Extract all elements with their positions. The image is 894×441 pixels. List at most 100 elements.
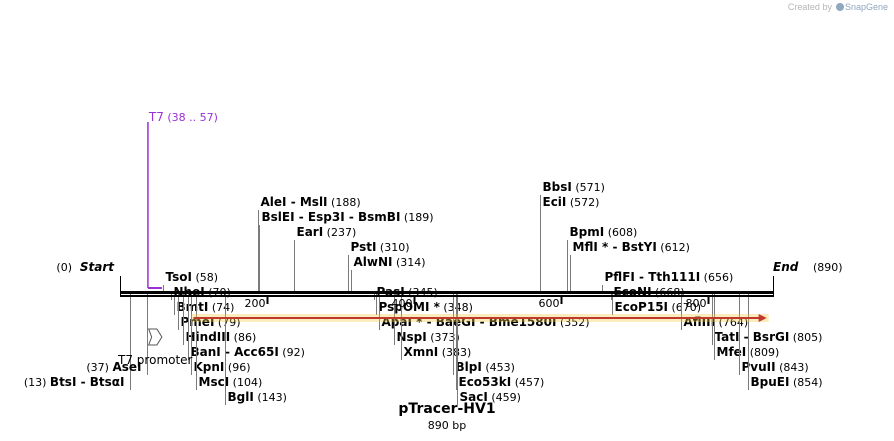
enzyme-site-pflfi[interactable]: PflFI - Tth111I (656)	[602, 270, 734, 291]
enzyme-label[interactable]: AlwNI (314)	[354, 255, 426, 269]
enzyme-label[interactable]: (37) AseI	[86, 360, 141, 374]
enzyme-label[interactable]: BslEI - Esp3I - BsmBI (189)	[262, 210, 434, 224]
enzyme-position: (612)	[657, 241, 690, 254]
enzyme-label[interactable]: BglI (143)	[228, 390, 287, 404]
enzyme-position: (457)	[511, 376, 544, 389]
enzyme-site-eco53ki[interactable]: Eco53kI (457)	[456, 291, 545, 390]
enzyme-position: (459)	[488, 391, 521, 404]
enzyme-position: (13)	[24, 376, 50, 389]
primer-range: (38 .. 57)	[164, 111, 218, 124]
enzyme-site-bpmi[interactable]: BpmI (608)	[567, 225, 638, 291]
enzyme-site-msci[interactable]: MscI (104)	[196, 291, 263, 390]
start-position: (0)	[56, 261, 72, 274]
enzyme-position: (104)	[229, 376, 262, 389]
enzyme-name: EarI	[297, 225, 324, 239]
enzyme-label[interactable]: TatI - BsrGI (805)	[715, 330, 823, 344]
enzyme-position: (805)	[789, 331, 822, 344]
enzyme-position: (37)	[86, 361, 112, 374]
primer-t7[interactable]: T7 (38 .. 57)	[147, 110, 218, 289]
enzyme-site-bslei[interactable]: BslEI - Esp3I - BsmBI (189)	[259, 210, 434, 291]
enzyme-label[interactable]: MscI (104)	[199, 375, 263, 389]
end-position: (890)	[813, 261, 843, 274]
enzyme-label[interactable]: EciI (572)	[543, 195, 600, 209]
primer-label[interactable]: T7 (38 .. 57)	[148, 110, 218, 124]
enzyme-label[interactable]: BpmI (608)	[570, 225, 638, 239]
enzyme-site-tati[interactable]: TatI - BsrGI (805)	[712, 291, 823, 345]
enzyme-site-pvuii[interactable]: PvuII (843)	[739, 291, 809, 375]
enzyme-label[interactable]: BbsI (571)	[543, 180, 605, 194]
enzyme-position: (453)	[482, 361, 515, 374]
enzyme-label[interactable]: BpuEI (854)	[751, 375, 823, 389]
enzyme-name: MflI *	[573, 240, 609, 254]
enzyme-label[interactable]: PflFI - Tth111I (656)	[605, 270, 734, 284]
enzyme-position: (58)	[192, 271, 218, 284]
enzyme-label[interactable]: PstI (310)	[351, 240, 410, 254]
enzyme-label[interactable]: NspI (373)	[397, 330, 460, 344]
map-length: 890 bp	[427, 419, 467, 432]
promoter-label: T7 promoter	[117, 353, 193, 367]
enzyme-separator: -	[76, 375, 89, 389]
enzyme-name: TsoI	[166, 270, 192, 284]
enzyme-site-asei[interactable]: (37) AseI	[86, 291, 148, 375]
enzyme-label[interactable]: EarI (237)	[297, 225, 357, 239]
enzyme-position: (373)	[427, 331, 460, 344]
enzyme-separator: -	[221, 345, 234, 359]
enzyme-position: (608)	[604, 226, 637, 239]
scale-tick-label-400: 400	[392, 297, 413, 310]
enzyme-label[interactable]: KpnI (96)	[194, 360, 251, 374]
enzyme-site-saci[interactable]: SacI (459)	[457, 291, 521, 405]
enzyme-site-alwni[interactable]: AlwNI (314)	[351, 255, 426, 291]
enzyme-label[interactable]: SacI (459)	[460, 390, 521, 404]
enzyme-name: BlpI	[456, 360, 482, 374]
orf-arrow[interactable]	[191, 314, 769, 322]
enzyme-site-bani[interactable]: BanI - Acc65I (92)	[188, 291, 305, 360]
enzyme-site-psti[interactable]: PstI (310)	[348, 240, 410, 291]
enzyme-name: MslI	[300, 195, 328, 209]
enzyme-site-xmni[interactable]: XmnI (383)	[401, 291, 472, 360]
enzyme-site-bgli[interactable]: BglI (143)	[225, 291, 287, 405]
end-label: End	[773, 260, 799, 274]
enzyme-name: BsrGI	[753, 330, 790, 344]
enzyme-name: AlwNI	[354, 255, 393, 269]
enzyme-label[interactable]: BlpI (453)	[456, 360, 515, 374]
enzyme-label[interactable]: PvuII (843)	[742, 360, 809, 374]
enzyme-site-bpuei[interactable]: BpuEI (854)	[748, 291, 823, 390]
dna-backbone	[120, 276, 774, 297]
enzyme-position: (86)	[230, 331, 256, 344]
feature-t7-promoter[interactable]: T7 promoter	[117, 328, 193, 367]
backbone-strand-bottom	[120, 295, 774, 297]
enzyme-name: BpmI	[570, 225, 605, 239]
enzyme-name: BstYI	[622, 240, 657, 254]
enzyme-position: (854)	[789, 376, 822, 389]
enzyme-site-ecii[interactable]: EciI (572)	[540, 195, 600, 291]
enzyme-label[interactable]: BmtI (74)	[177, 300, 235, 314]
enzyme-position: (237)	[323, 226, 356, 239]
enzyme-site-blpi[interactable]: BlpI (453)	[453, 291, 515, 375]
enzyme-name: BsmBI	[358, 210, 400, 224]
enzyme-label[interactable]: TsoI (58)	[166, 270, 219, 284]
enzyme-label[interactable]: XmnI (383)	[404, 345, 472, 359]
enzyme-separator: -	[287, 195, 300, 209]
enzyme-label[interactable]: MflI * - BstYI (612)	[573, 240, 690, 254]
enzyme-site-kpni[interactable]: KpnI (96)	[191, 291, 251, 375]
enzyme-label[interactable]: (13) BtsI - BtsαI	[24, 375, 125, 389]
enzyme-site-mfei[interactable]: MfeI (809)	[714, 291, 780, 360]
enzyme-separator: -	[345, 210, 358, 224]
enzyme-position: (809)	[746, 346, 779, 359]
enzyme-name: BmtI	[177, 300, 209, 314]
enzyme-label[interactable]: AleI - MslI (188)	[261, 195, 361, 209]
enzyme-label[interactable]: MfeI (809)	[717, 345, 780, 359]
enzyme-site-ecop15i[interactable]: EcoP15I (670)	[612, 291, 702, 315]
enzyme-label[interactable]: BanI - Acc65I (92)	[191, 345, 305, 359]
enzyme-name: AseI	[112, 360, 141, 374]
enzyme-site-tsoi[interactable]: TsoI (58)	[163, 270, 219, 291]
enzyme-label[interactable]: Eco53kI (457)	[459, 375, 545, 389]
enzyme-site-btsi[interactable]: (13) BtsI - BtsαI	[24, 291, 131, 390]
enzyme-site-mfli[interactable]: MflI * - BstYI (612)	[570, 240, 690, 291]
enzyme-label[interactable]: EcoP15I (670)	[615, 300, 702, 314]
enzyme-position: (188)	[328, 196, 361, 209]
enzyme-site-eari[interactable]: EarI (237)	[294, 225, 357, 291]
enzyme-site-alei[interactable]: AleI - MslI (188)	[258, 195, 361, 291]
enzyme-site-nspi[interactable]: NspI (373)	[394, 291, 460, 345]
